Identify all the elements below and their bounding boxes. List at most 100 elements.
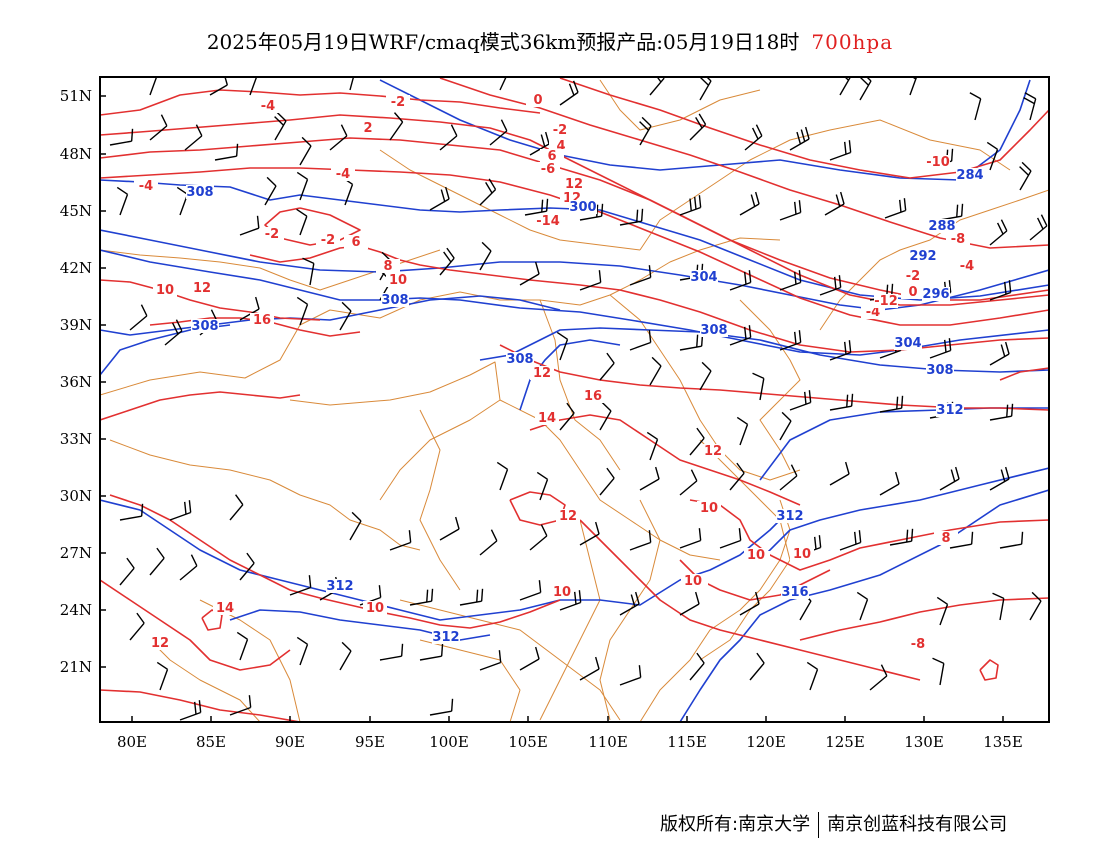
wind-barb (939, 466, 960, 491)
boundary-line (819, 189, 1049, 331)
wind-barb (519, 261, 540, 286)
temperature-contour (579, 519, 921, 681)
lon-tick-label: 115E (667, 733, 707, 751)
temperature-contour-label: 6 (351, 235, 360, 250)
wind-barb (879, 395, 904, 413)
wind-barb (349, 77, 357, 91)
wind-barb (239, 552, 255, 581)
temperature-contour (100, 89, 541, 116)
temperature-contour (264, 207, 361, 246)
wind-barb (579, 521, 600, 546)
wind-barb (999, 531, 1024, 549)
wind-barbs (109, 77, 1048, 721)
boundary-line (399, 599, 621, 721)
temperature-contour-label: -6 (541, 162, 555, 177)
height-contour-label: 308 (506, 352, 533, 367)
wind-barb (689, 652, 705, 681)
height-contour-label: 296 (922, 287, 949, 302)
temperature-contour-label: -4 (139, 179, 153, 194)
height-contour-label: 304 (690, 270, 717, 285)
boundary-line (599, 79, 761, 131)
height-contour (679, 489, 1049, 722)
temperature-contour-label: 12 (565, 177, 583, 192)
wind-barb (879, 471, 900, 496)
height-contour-label: 312 (776, 509, 803, 524)
wind-barb (779, 200, 802, 221)
wind-barb (884, 198, 907, 219)
wind-barb (439, 124, 458, 151)
wind-barb (499, 77, 510, 91)
lat-tick-label: 30N (60, 487, 92, 505)
wind-barb (699, 77, 712, 101)
wind-barb (639, 466, 660, 491)
height-contour-label: 308 (700, 323, 727, 338)
wind-barb (639, 116, 652, 146)
height-contour-label: 312 (936, 403, 963, 418)
wind-barb (229, 695, 252, 716)
height-contour-label: 308 (191, 319, 218, 334)
height-contour-label: 292 (909, 249, 936, 264)
wind-barb (149, 114, 168, 141)
wind-barb (156, 661, 169, 691)
wind-barb (579, 656, 600, 681)
temperature-contour-label: -4 (261, 99, 275, 114)
wind-barb (299, 136, 312, 166)
lon-tick-label: 130E (904, 733, 944, 751)
wind-barb (1029, 214, 1048, 241)
footer-divider (818, 812, 820, 838)
temperature-contour-label: 12 (151, 636, 169, 651)
wind-barb (729, 462, 745, 491)
wind-barb (629, 330, 652, 351)
wind-barb (289, 575, 312, 596)
wind-barb (209, 77, 228, 96)
wind-barb (905, 77, 919, 96)
wind-barb (839, 530, 862, 551)
wind-barb (969, 92, 982, 121)
wind-barb (689, 427, 705, 456)
wind-barb (296, 296, 309, 326)
pressure-level: 700hpa (811, 30, 894, 54)
temperature-contour (799, 597, 1049, 641)
lon-tick-label: 105E (508, 733, 548, 751)
height-contour (100, 179, 1049, 301)
wind-barb (274, 111, 287, 141)
temperature-contour-label: 2 (363, 121, 372, 136)
temperature-contour (100, 279, 321, 321)
wind-barb (536, 471, 549, 501)
wind-barb (329, 124, 348, 151)
temperature-contour-label: -4 (866, 305, 880, 320)
wind-barb (339, 641, 352, 671)
temperature-contour-label: -4 (336, 167, 350, 182)
temperature-contour-label: -2 (321, 233, 335, 248)
wind-barb (296, 171, 309, 201)
wind-barb (989, 403, 1014, 421)
wind-barb (779, 330, 802, 351)
height-contour-label: 308 (926, 363, 953, 378)
wind-barb (779, 270, 802, 291)
boundary-line (379, 149, 641, 251)
boundary-line (499, 399, 721, 561)
wind-barb (389, 112, 404, 141)
temperature-contour-label: -4 (960, 259, 974, 274)
lat-tick-label: 39N (60, 316, 92, 334)
temperature-contour-label: 10 (793, 547, 811, 562)
lon-tick-label: 120E (746, 733, 786, 751)
wind-barb (236, 631, 249, 661)
boundary-line (539, 299, 621, 471)
copyright-text: 版权所有:南京大学 (660, 814, 811, 835)
height-contour (100, 295, 561, 336)
wind-barb (752, 372, 765, 401)
wind-barb (749, 652, 765, 681)
wind-barb (679, 195, 702, 216)
wind-barb (619, 665, 642, 686)
wind-barb (296, 208, 308, 236)
wind-barb (869, 664, 888, 691)
wind-barb (439, 516, 460, 541)
wind-barb (824, 191, 845, 216)
height-contour-label: 316 (781, 585, 808, 600)
wind-barb (489, 119, 508, 146)
lon-tick-label: 110E (588, 733, 628, 751)
wind-barb (579, 270, 602, 291)
wind-barb (349, 511, 362, 541)
wind-barb (719, 528, 742, 549)
